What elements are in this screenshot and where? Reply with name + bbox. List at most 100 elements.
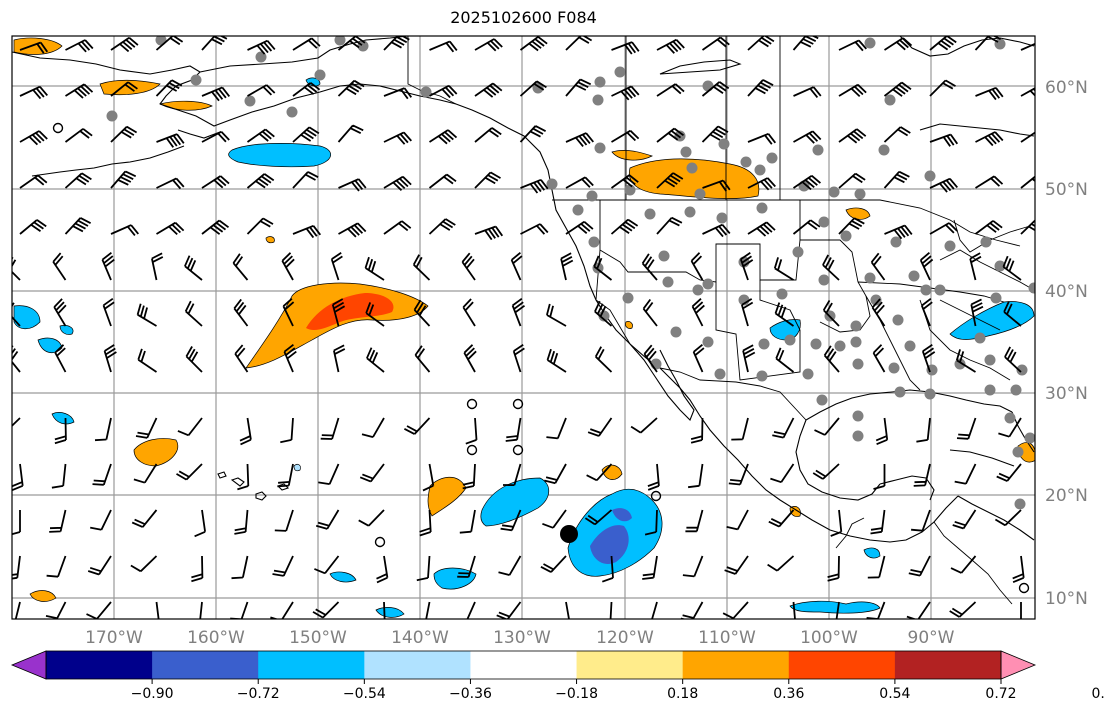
wind-barb [277, 463, 294, 488]
wind-barb [361, 417, 385, 438]
colorbar-segment [470, 651, 578, 679]
wind-barb [510, 252, 523, 281]
wind-barb [312, 601, 340, 619]
lon-label-140w: 140°W [391, 628, 449, 648]
wind-barb [975, 175, 1004, 189]
negative-area-tropics-core2 [612, 508, 632, 522]
wind-barb [282, 298, 295, 327]
lon-label-90w: 90°W [908, 628, 955, 648]
wind-barb [747, 79, 774, 97]
wind-barb [65, 83, 94, 99]
wind-barb [565, 176, 594, 189]
wind-barb [884, 224, 913, 240]
positive-area-small1 [159, 100, 213, 111]
wind-barb [774, 302, 795, 327]
wind-barb [630, 417, 658, 434]
wind-barb [747, 221, 776, 237]
wind-barb [474, 225, 504, 241]
wind-barb [747, 177, 776, 191]
wind-barb [429, 84, 458, 99]
colorbar-tick-label: 0.72 [985, 686, 1016, 702]
wind-barb [642, 555, 658, 580]
colorbar-tick-label: −0.54 [343, 686, 386, 702]
wind-barb [929, 222, 958, 235]
negative-area-tropics-core [590, 525, 629, 565]
wind-barb [611, 41, 640, 55]
wind-barb [156, 133, 185, 148]
negative-area-gulf-alaska [228, 143, 331, 168]
wind-barb [19, 174, 48, 189]
wind-barb [429, 40, 458, 53]
wind-barb [416, 555, 431, 582]
wind-barb [12, 345, 21, 373]
wind-barb [651, 601, 658, 619]
wind-barb [611, 129, 640, 143]
wind-barb [814, 417, 840, 436]
wind-barb [292, 224, 322, 239]
wind-barb [975, 86, 1004, 101]
negative-area-west1 [13, 305, 41, 330]
wind-barb [609, 601, 613, 619]
colorbar-tick-label: −0.90 [131, 686, 174, 702]
wind-barb [428, 218, 456, 235]
wind-barb [110, 224, 139, 236]
colorbar-segment [788, 651, 896, 679]
wind-barb [338, 178, 367, 192]
wind-barb [838, 172, 866, 189]
wind-barb [792, 174, 821, 191]
wind-barb [741, 298, 754, 327]
wind-barb [952, 509, 977, 530]
wind-barb [584, 509, 613, 526]
wind-barb [883, 81, 912, 97]
wind-barb [498, 555, 522, 576]
wind-barb [731, 417, 749, 441]
wind-barb [292, 37, 321, 51]
wind-barb [792, 36, 819, 51]
wind-barb [767, 555, 795, 572]
wind-barb [969, 252, 982, 281]
wind-barb [838, 39, 867, 52]
wind-barb [792, 219, 821, 235]
lon-label-130w: 130°W [493, 628, 551, 648]
wind-barb [136, 303, 157, 327]
wind-barb [94, 417, 112, 442]
wind-barb [237, 463, 250, 491]
wind-barb [54, 417, 67, 445]
coastlines [12, 36, 1035, 543]
wind-barb [875, 417, 889, 446]
wind-barb [110, 81, 138, 97]
wind-barb [383, 175, 412, 191]
wind-barb [474, 38, 503, 52]
wind-barb [1020, 87, 1035, 97]
colorbar-segment [364, 651, 471, 679]
wind-barb [110, 170, 137, 189]
wind-barb [358, 509, 385, 527]
wind-barb [793, 86, 822, 98]
wind-barb [519, 36, 548, 52]
wind-barb [110, 36, 139, 53]
colorbar-segment [152, 651, 259, 679]
wind-barb [366, 347, 385, 373]
wind-barb [838, 128, 867, 144]
wind-barb [51, 463, 67, 489]
wind-barb [12, 300, 21, 327]
wind-barb [950, 555, 977, 574]
wind-barb [565, 132, 594, 147]
wind-barb [359, 463, 385, 483]
wind-barb [644, 509, 658, 536]
wind-barb [315, 509, 340, 530]
wind-barb [185, 346, 203, 373]
wind-barb [462, 463, 476, 490]
wind-barb [281, 252, 295, 281]
wind-barb [955, 349, 976, 373]
wind-barb [133, 463, 158, 484]
wind-barb [998, 417, 1022, 438]
colorbar-segment [258, 651, 365, 679]
wind-barb [101, 251, 115, 281]
wind-barb [155, 36, 184, 51]
wind-barb [110, 125, 138, 143]
wind-barb [722, 601, 749, 619]
wind-barb [12, 417, 21, 427]
wind-barb [610, 218, 639, 235]
colorbar-tick-label: −0.72 [237, 686, 280, 702]
